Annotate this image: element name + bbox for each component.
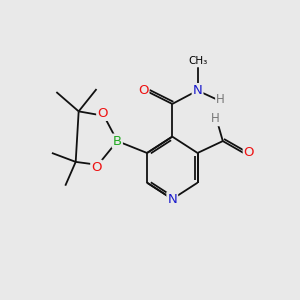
Text: N: N xyxy=(167,193,177,206)
Text: O: O xyxy=(97,107,108,120)
Text: O: O xyxy=(138,84,148,97)
Text: N: N xyxy=(193,84,202,97)
Text: O: O xyxy=(91,161,102,174)
Text: H: H xyxy=(211,112,220,125)
Text: H: H xyxy=(216,93,225,106)
Text: B: B xyxy=(113,135,122,148)
Text: CH₃: CH₃ xyxy=(188,56,207,66)
Text: O: O xyxy=(244,146,254,160)
